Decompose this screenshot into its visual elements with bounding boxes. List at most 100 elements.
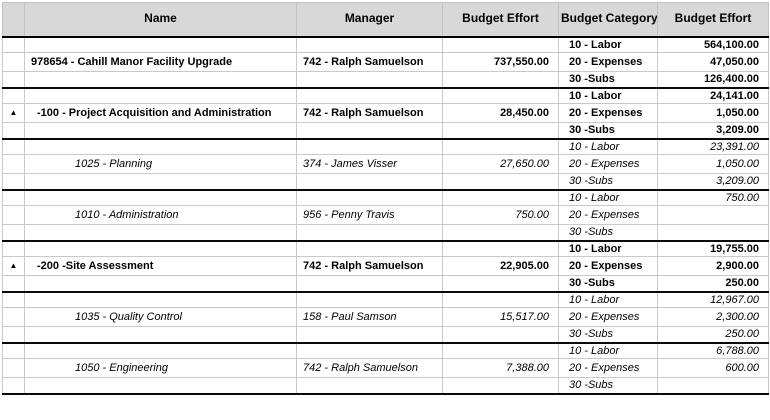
budget-category-column-header[interactable]: Budget Category	[558, 2, 658, 38]
category-effort-cell[interactable]: 3,209.00	[657, 173, 769, 191]
budget-category-cell[interactable]: 20 - Expenses	[558, 256, 658, 276]
category-effort-cell[interactable]: 250.00	[657, 326, 769, 344]
budget-effort-cell[interactable]	[442, 224, 559, 242]
collapse-triangle-icon[interactable]: ▲	[2, 256, 25, 276]
manager-cell[interactable]	[296, 342, 443, 359]
name-cell[interactable]	[24, 342, 297, 359]
category-effort-cell[interactable]: 24,141.00	[657, 87, 769, 104]
budget-effort-cell[interactable]	[442, 122, 559, 140]
budget-category-cell[interactable]: 10 - Labor	[558, 342, 658, 359]
budget-category-cell[interactable]: 10 - Labor	[558, 87, 658, 104]
budget-category-cell[interactable]: 30 -Subs	[558, 122, 658, 140]
category-effort-cell[interactable]: 564,100.00	[657, 36, 769, 53]
budget-effort-cell[interactable]	[442, 173, 559, 191]
name-cell[interactable]	[24, 240, 297, 257]
budget-category-cell[interactable]: 30 -Subs	[558, 275, 658, 293]
name-cell[interactable]: -100 - Project Acquisition and Administr…	[24, 103, 297, 123]
manager-cell[interactable]: 742 - Ralph Samuelson	[296, 358, 443, 378]
category-effort-cell[interactable]	[657, 224, 769, 242]
manager-cell[interactable]	[296, 87, 443, 104]
name-cell[interactable]	[24, 326, 297, 344]
budget-category-cell[interactable]: 30 -Subs	[558, 173, 658, 191]
manager-cell[interactable]: 742 - Ralph Samuelson	[296, 103, 443, 123]
category-effort-cell[interactable]	[657, 377, 769, 395]
budget-category-cell[interactable]: 20 - Expenses	[558, 307, 658, 327]
budget-effort-cell[interactable]	[442, 36, 559, 53]
budget-category-cell[interactable]: 10 - Labor	[558, 291, 658, 308]
budget-category-cell[interactable]: 10 - Labor	[558, 240, 658, 257]
budget-category-cell[interactable]: 10 - Labor	[558, 138, 658, 155]
category-effort-cell[interactable]: 600.00	[657, 358, 769, 378]
budget-effort-cell[interactable]	[442, 275, 559, 293]
manager-cell[interactable]	[296, 377, 443, 395]
manager-cell[interactable]	[296, 291, 443, 308]
category-effort-cell[interactable]: 2,900.00	[657, 256, 769, 276]
manager-cell[interactable]	[296, 189, 443, 206]
category-effort-cell[interactable]: 750.00	[657, 189, 769, 206]
category-effort-cell[interactable]: 19,755.00	[657, 240, 769, 257]
name-cell[interactable]	[24, 224, 297, 242]
name-cell[interactable]	[24, 173, 297, 191]
manager-cell[interactable]: 742 - Ralph Samuelson	[296, 256, 443, 276]
budget-effort-cell[interactable]	[442, 342, 559, 359]
category-effort-cell[interactable]: 3,209.00	[657, 122, 769, 140]
budget-category-cell[interactable]: 20 - Expenses	[558, 205, 658, 225]
budget-effort-cell[interactable]	[442, 87, 559, 104]
name-cell[interactable]: 1050 - Engineering	[24, 358, 297, 378]
manager-cell[interactable]	[296, 275, 443, 293]
manager-column-header[interactable]: Manager	[296, 2, 443, 38]
budget-effort-cell[interactable]	[442, 377, 559, 395]
category-effort-cell[interactable]: 1,050.00	[657, 154, 769, 174]
budget-category-cell[interactable]: 20 - Expenses	[558, 52, 658, 72]
category-effort-cell[interactable]: 2,300.00	[657, 307, 769, 327]
manager-cell[interactable]: 158 - Paul Samson	[296, 307, 443, 327]
name-column-header[interactable]: Name	[24, 2, 297, 38]
category-effort-cell[interactable]: 47,050.00	[657, 52, 769, 72]
collapse-triangle-icon[interactable]: ▲	[2, 103, 25, 123]
budget-effort-2-column-header[interactable]: Budget Effort	[657, 2, 769, 38]
name-cell[interactable]	[24, 291, 297, 308]
name-cell[interactable]: 1010 - Administration	[24, 205, 297, 225]
budget-category-cell[interactable]: 20 - Expenses	[558, 103, 658, 123]
category-effort-cell[interactable]: 6,788.00	[657, 342, 769, 359]
name-cell[interactable]	[24, 71, 297, 89]
name-cell[interactable]: 1035 - Quality Control	[24, 307, 297, 327]
name-cell[interactable]	[24, 122, 297, 140]
name-cell[interactable]	[24, 189, 297, 206]
budget-effort-cell[interactable]	[442, 138, 559, 155]
manager-cell[interactable]	[296, 224, 443, 242]
category-effort-cell[interactable]: 23,391.00	[657, 138, 769, 155]
budget-effort-cell[interactable]	[442, 240, 559, 257]
name-cell[interactable]	[24, 87, 297, 104]
budget-category-cell[interactable]: 10 - Labor	[558, 36, 658, 53]
name-cell[interactable]	[24, 275, 297, 293]
manager-cell[interactable]	[296, 138, 443, 155]
manager-cell[interactable]	[296, 71, 443, 89]
manager-cell[interactable]	[296, 326, 443, 344]
name-cell[interactable]	[24, 36, 297, 53]
budget-category-cell[interactable]: 30 -Subs	[558, 326, 658, 344]
manager-cell[interactable]	[296, 36, 443, 53]
manager-cell[interactable]	[296, 240, 443, 257]
manager-cell[interactable]: 956 - Penny Travis	[296, 205, 443, 225]
budget-effort-column-header[interactable]: Budget Effort	[442, 2, 559, 38]
category-effort-cell[interactable]: 1,050.00	[657, 103, 769, 123]
budget-effort-cell[interactable]	[442, 326, 559, 344]
category-effort-cell[interactable]: 12,967.00	[657, 291, 769, 308]
category-effort-cell[interactable]: 250.00	[657, 275, 769, 293]
budget-category-cell[interactable]: 10 - Labor	[558, 189, 658, 206]
budget-effort-cell[interactable]	[442, 189, 559, 206]
budget-effort-cell[interactable]: 15,517.00	[442, 307, 559, 327]
name-cell[interactable]: -200 -Site Assessment	[24, 256, 297, 276]
manager-cell[interactable]: 742 - Ralph Samuelson	[296, 52, 443, 72]
budget-effort-cell[interactable]: 27,650.00	[442, 154, 559, 174]
budget-effort-cell[interactable]	[442, 291, 559, 308]
budget-effort-cell[interactable]: 22,905.00	[442, 256, 559, 276]
name-cell[interactable]	[24, 377, 297, 395]
category-effort-cell[interactable]	[657, 205, 769, 225]
budget-category-cell[interactable]: 30 -Subs	[558, 71, 658, 89]
manager-cell[interactable]	[296, 173, 443, 191]
name-cell[interactable]: 978654 - Cahill Manor Facility Upgrade	[24, 52, 297, 72]
name-cell[interactable]	[24, 138, 297, 155]
budget-effort-cell[interactable]	[442, 71, 559, 89]
